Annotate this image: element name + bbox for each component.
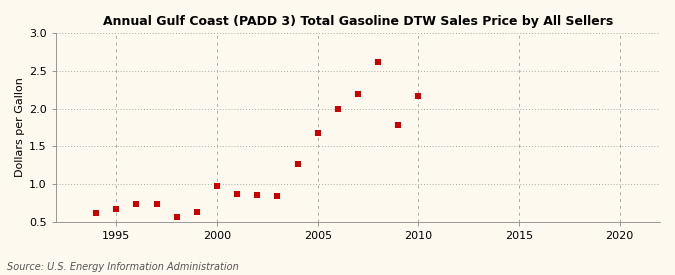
- Point: [352, 92, 363, 97]
- Point: [332, 106, 343, 111]
- Point: [111, 207, 122, 211]
- Text: Source: U.S. Energy Information Administration: Source: U.S. Energy Information Administ…: [7, 262, 238, 272]
- Y-axis label: Dollars per Gallon: Dollars per Gallon: [15, 78, 25, 177]
- Point: [131, 201, 142, 206]
- Point: [232, 192, 242, 196]
- Title: Annual Gulf Coast (PADD 3) Total Gasoline DTW Sales Price by All Sellers: Annual Gulf Coast (PADD 3) Total Gasolin…: [103, 15, 613, 28]
- Point: [171, 215, 182, 219]
- Point: [212, 184, 223, 188]
- Point: [91, 210, 102, 215]
- Point: [151, 201, 162, 206]
- Point: [393, 122, 404, 127]
- Point: [272, 194, 283, 198]
- Point: [192, 210, 202, 214]
- Point: [292, 161, 303, 166]
- Point: [373, 60, 383, 64]
- Point: [313, 131, 323, 135]
- Point: [413, 94, 424, 98]
- Point: [252, 193, 263, 197]
